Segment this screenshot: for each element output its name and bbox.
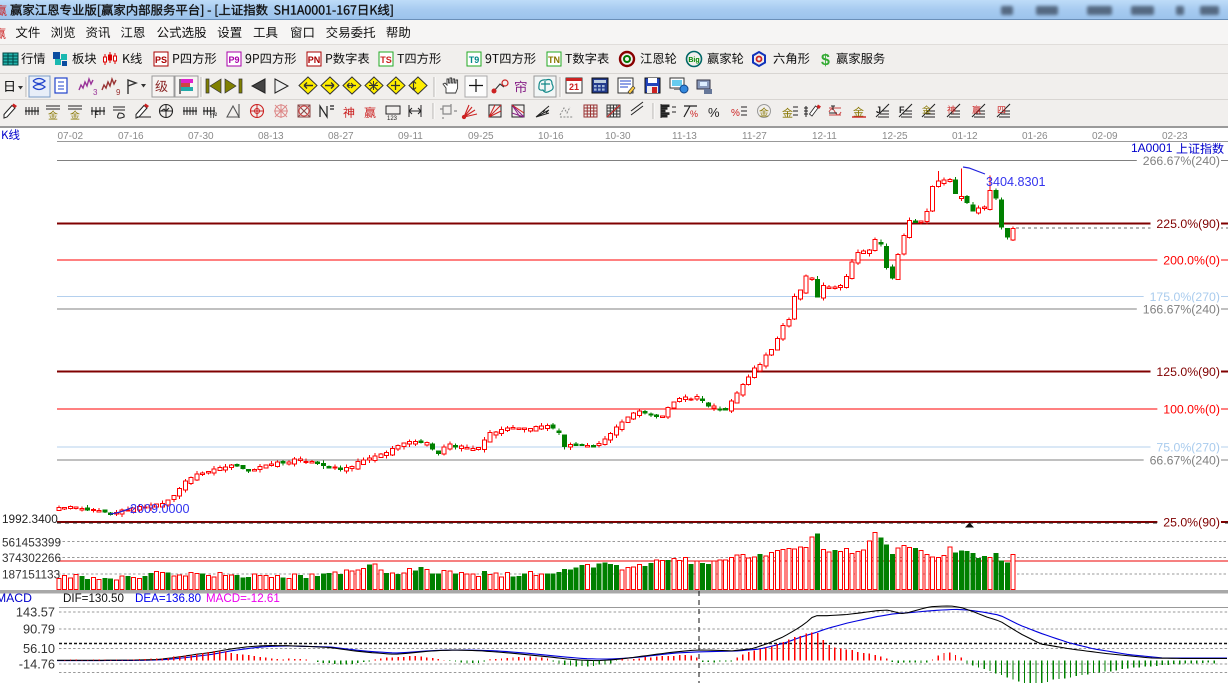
svg-text:225.0%(90): 225.0%(90)	[1156, 217, 1220, 231]
svg-text:3404.8301: 3404.8301	[986, 175, 1046, 189]
svg-text:143.57: 143.57	[16, 605, 55, 620]
svg-text:25.0%(90): 25.0%(90)	[1163, 516, 1220, 530]
svg-text:-14.76: -14.76	[19, 657, 55, 672]
svg-text:PS: PS	[155, 55, 167, 65]
svg-text:09-25: 09-25	[468, 131, 494, 142]
svg-text:1A0001: 1A0001	[1131, 141, 1173, 155]
svg-text:10-16: 10-16	[538, 131, 564, 142]
svg-text:08-27: 08-27	[328, 131, 354, 142]
svg-text:%: %	[731, 108, 740, 119]
svg-text:56.10: 56.10	[23, 641, 55, 656]
svg-text:n²: n²	[210, 111, 217, 120]
svg-text:MACD=-12.61: MACD=-12.61	[206, 592, 280, 605]
svg-text:21: 21	[569, 82, 579, 92]
svg-text:07-16: 07-16	[118, 131, 144, 142]
svg-text:PN: PN	[308, 55, 321, 65]
svg-text:%: %	[690, 109, 698, 119]
svg-text:3: 3	[93, 88, 98, 97]
svg-text:75.0%(270): 75.0%(270)	[1156, 441, 1220, 455]
svg-text:374302266: 374302266	[2, 551, 61, 565]
svg-text:266.67%(240): 266.67%(240)	[1143, 154, 1220, 168]
svg-text:01-12: 01-12	[952, 131, 978, 142]
svg-text:DEA=136.80: DEA=136.80	[135, 592, 201, 605]
svg-text:123: 123	[387, 116, 398, 122]
svg-text:T9: T9	[469, 55, 480, 65]
svg-text:175.0%(270): 175.0%(270)	[1150, 290, 1220, 304]
svg-text:09-11: 09-11	[398, 131, 423, 142]
svg-text:10-30: 10-30	[605, 131, 631, 142]
svg-text:1992.3400: 1992.3400	[2, 512, 58, 526]
svg-text:J: J	[876, 105, 881, 115]
svg-text:66.67%(240): 66.67%(240)	[1150, 454, 1220, 468]
svg-text:02-23: 02-23	[1162, 131, 1188, 142]
svg-text:TN: TN	[548, 55, 560, 65]
svg-text:12-25: 12-25	[882, 131, 908, 142]
svg-text:$: $	[821, 52, 830, 69]
svg-text:11-27: 11-27	[742, 131, 767, 142]
svg-text:TS: TS	[380, 55, 392, 65]
svg-text:125.0%(90): 125.0%(90)	[1156, 365, 1220, 379]
svg-text:90.79: 90.79	[23, 622, 55, 637]
svg-text:187151133: 187151133	[2, 568, 61, 582]
svg-text:12-11: 12-11	[812, 131, 837, 142]
svg-text:07-30: 07-30	[188, 131, 214, 142]
svg-text:%: %	[708, 105, 720, 120]
svg-text:07-02: 07-02	[58, 131, 84, 142]
svg-text:200.0%(0): 200.0%(0)	[1163, 254, 1220, 268]
svg-text:2009.0000: 2009.0000	[130, 502, 190, 516]
svg-text:561453399: 561453399	[2, 536, 61, 550]
svg-text:DIF=130.50: DIF=130.50	[63, 592, 124, 605]
svg-text:MACD: MACD	[0, 591, 32, 605]
svg-text:01-26: 01-26	[1022, 131, 1048, 142]
svg-text:100.0%(0): 100.0%(0)	[1163, 403, 1220, 417]
svg-text:Big: Big	[688, 57, 699, 64]
svg-text:P9: P9	[228, 55, 239, 65]
svg-text:11-13: 11-13	[672, 131, 697, 142]
svg-text:F: F	[899, 105, 905, 115]
svg-text:02-09: 02-09	[1092, 131, 1118, 142]
svg-text:166.67%(240): 166.67%(240)	[1143, 303, 1220, 317]
svg-text:9: 9	[116, 88, 121, 97]
svg-text:08-13: 08-13	[258, 131, 284, 142]
